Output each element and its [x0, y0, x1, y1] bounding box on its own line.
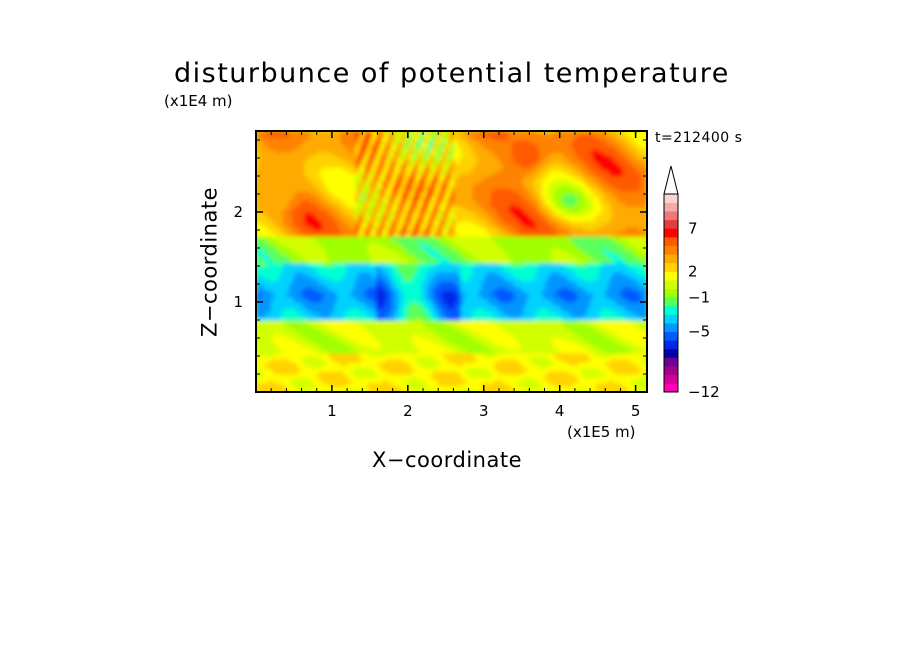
- field-cells: [256, 131, 648, 393]
- contour-field: [256, 131, 648, 393]
